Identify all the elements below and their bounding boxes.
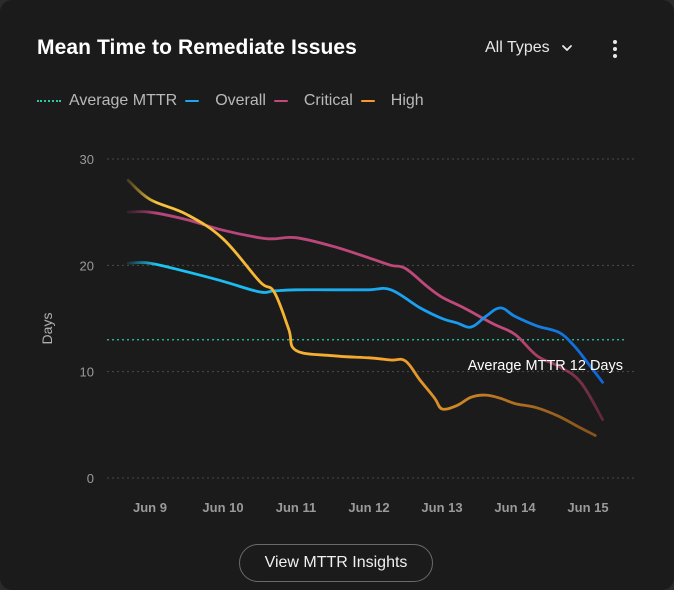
view-mttr-insights-button[interactable]: View MTTR Insights bbox=[239, 544, 433, 582]
y-axis-label: Days bbox=[39, 313, 55, 345]
type-filter-dropdown[interactable]: All Types bbox=[485, 39, 574, 57]
series-line-high bbox=[126, 178, 597, 437]
x-tick-label: Jun 15 bbox=[567, 500, 608, 515]
card-title: Mean Time to Remediate Issues bbox=[37, 36, 357, 59]
chart-legend: Average MTTR Overall Critical High bbox=[37, 92, 432, 110]
legend-swatch-critical bbox=[273, 100, 288, 102]
y-tick-label: 30 bbox=[80, 152, 94, 167]
legend-swatch-average bbox=[37, 100, 61, 102]
x-tick-label: Jun 10 bbox=[202, 500, 243, 515]
legend-item-high[interactable]: High bbox=[360, 92, 424, 110]
average-mttr-annotation: Average MTTR 12 Days bbox=[468, 358, 623, 374]
x-tick-label: Jun 9 bbox=[133, 500, 167, 515]
legend-swatch-high bbox=[360, 100, 375, 102]
chevron-down-icon bbox=[561, 45, 572, 51]
legend-label-high: High bbox=[390, 92, 424, 109]
x-tick-label: Jun 14 bbox=[494, 500, 536, 515]
y-tick-label: 10 bbox=[80, 365, 94, 380]
legend-item-overall[interactable]: Overall bbox=[185, 92, 266, 110]
legend-item-critical[interactable]: Critical bbox=[273, 92, 353, 110]
x-tick-label: Jun 12 bbox=[348, 500, 389, 515]
y-tick-label: 0 bbox=[87, 471, 94, 486]
kebab-menu-icon[interactable] bbox=[605, 37, 625, 61]
y-tick-label: 20 bbox=[80, 258, 94, 273]
legend-label-critical: Critical bbox=[303, 92, 353, 109]
legend-item-average-mttr[interactable]: Average MTTR bbox=[37, 92, 177, 110]
legend-label-average: Average MTTR bbox=[69, 92, 178, 109]
type-filter-value: All Types bbox=[485, 39, 550, 56]
series-line-critical bbox=[126, 210, 604, 421]
series-line-overall bbox=[126, 261, 604, 384]
x-tick-label: Jun 11 bbox=[276, 500, 316, 515]
legend-swatch-overall bbox=[185, 100, 200, 102]
x-tick-label: Jun 13 bbox=[421, 500, 462, 515]
legend-label-overall: Overall bbox=[215, 92, 266, 109]
